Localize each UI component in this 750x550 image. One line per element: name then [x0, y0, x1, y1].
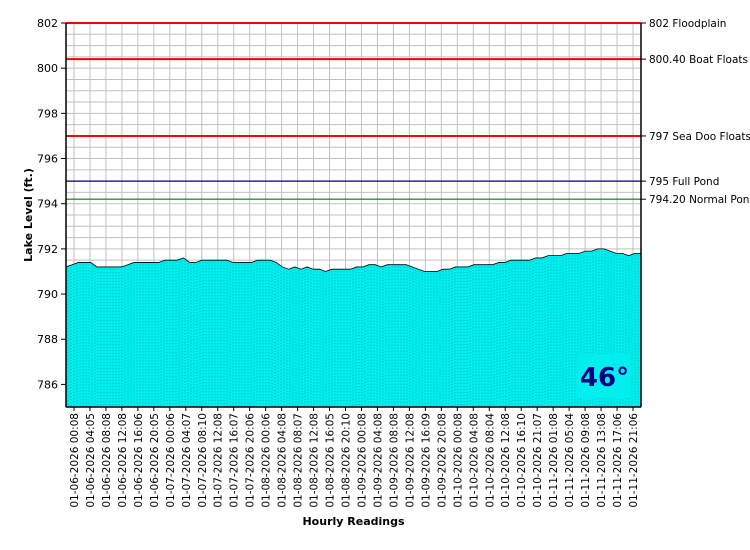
reference-label: 802 Floodplain: [649, 18, 726, 30]
x-tick-label: 01-07-2026 16:07: [229, 413, 241, 508]
x-tick-label: 01-11-2026 13:08: [596, 413, 608, 508]
reference-label: 797 Sea Doo Floats: [649, 131, 750, 143]
temperature-annotation: 46°: [578, 354, 631, 398]
y-tick-label: 794: [37, 198, 58, 211]
x-tick-label: 01-11-2026 01:08: [548, 413, 560, 508]
y-tick-label: 786: [37, 378, 58, 391]
x-tick-label: 01-09-2026 00:08: [357, 413, 369, 508]
y-tick-label: 800: [37, 62, 58, 75]
y-tick-label: 788: [37, 333, 58, 346]
x-tick-label: 01-10-2026 16:10: [516, 413, 528, 508]
reference-lines: 802 Floodplain 800.40 Boat Floats 797 Sea …: [66, 18, 750, 206]
x-tick-label: 01-06-2026 16:06: [133, 413, 145, 508]
y-axis-title: Lake Level (ft.): [22, 168, 35, 262]
x-tick-label: 01-10-2026 04:08: [468, 413, 480, 508]
x-tick-label: 01-09-2026 04:08: [373, 413, 385, 508]
x-tick-label: 01-10-2026 12:08: [500, 413, 512, 508]
x-tick-label: 01-09-2026 12:08: [404, 413, 416, 508]
y-tick-label: 792: [37, 243, 58, 256]
y-tick-label: 802: [37, 17, 58, 30]
x-tick-label: 01-08-2026 08:07: [293, 413, 305, 508]
axes: 786 788 790 792 794 796 798 800 802: [37, 17, 642, 411]
x-tick-label: 01-10-2026 21:07: [532, 413, 544, 508]
temperature-text: 46°: [580, 363, 629, 393]
x-tick-label: 01-11-2026 05:04: [564, 413, 576, 508]
reference-label: 794.20 Normal Pond: [649, 194, 750, 206]
x-tick-label: 01-07-2026 04:07: [181, 413, 193, 508]
temperature-box: [578, 354, 631, 398]
x-tick-label: 01-06-2026 04:05: [85, 413, 97, 508]
x-tick-label: 01-08-2026 16:05: [325, 413, 337, 508]
y-tick-label: 796: [37, 153, 58, 166]
x-tick-label: 01-09-2026 20:08: [436, 413, 448, 508]
level-area: [65, 248, 642, 408]
x-tick-label: 01-09-2026 08:08: [388, 413, 400, 508]
x-tick-label: 01-06-2026 00:08: [69, 413, 81, 508]
x-tick-label: 01-10-2026 08:04: [484, 413, 496, 508]
x-tick-label: 01-07-2026 08:10: [197, 413, 209, 508]
x-tick-label: 01-06-2026 12:08: [117, 413, 129, 508]
x-tick-label: 01-11-2026 21:06: [628, 413, 640, 508]
x-tick-label: 01-11-2026 09:08: [580, 413, 592, 508]
x-tick-label: 01-06-2026 20:05: [149, 413, 161, 508]
x-tick-label: 01-09-2026 16:09: [420, 413, 432, 508]
x-tick-label: 01-10-2026 00:08: [452, 413, 464, 508]
reference-label: 800.40 Boat Floats: [649, 54, 748, 66]
x-axis-title: Hourly Readings: [302, 515, 404, 528]
x-tick-label: 01-07-2026 20:06: [245, 413, 257, 508]
x-tick-label: 01-08-2026 20:10: [341, 413, 353, 508]
x-tick-label: 01-08-2026 04:08: [277, 413, 289, 508]
x-tick-label: 01-07-2026 00:06: [165, 413, 177, 508]
y-tick-label: 790: [37, 288, 58, 301]
x-tick-label: 01-06-2026 08:08: [101, 413, 113, 508]
x-tick-label: 01-07-2026 12:08: [213, 413, 225, 508]
x-tick-label: 01-08-2026 12:08: [309, 413, 321, 508]
x-tick-label: 01-11-2026 17:06: [612, 413, 624, 508]
x-tick-label: 01-08-2026 00:06: [261, 413, 273, 508]
y-tick-label: 798: [37, 107, 58, 120]
x-tick-labels: 01-06-2026 00:08 01-06-2026 04:05 01-06-20…: [69, 413, 640, 508]
reference-label: 795 Full Pond: [649, 176, 719, 188]
